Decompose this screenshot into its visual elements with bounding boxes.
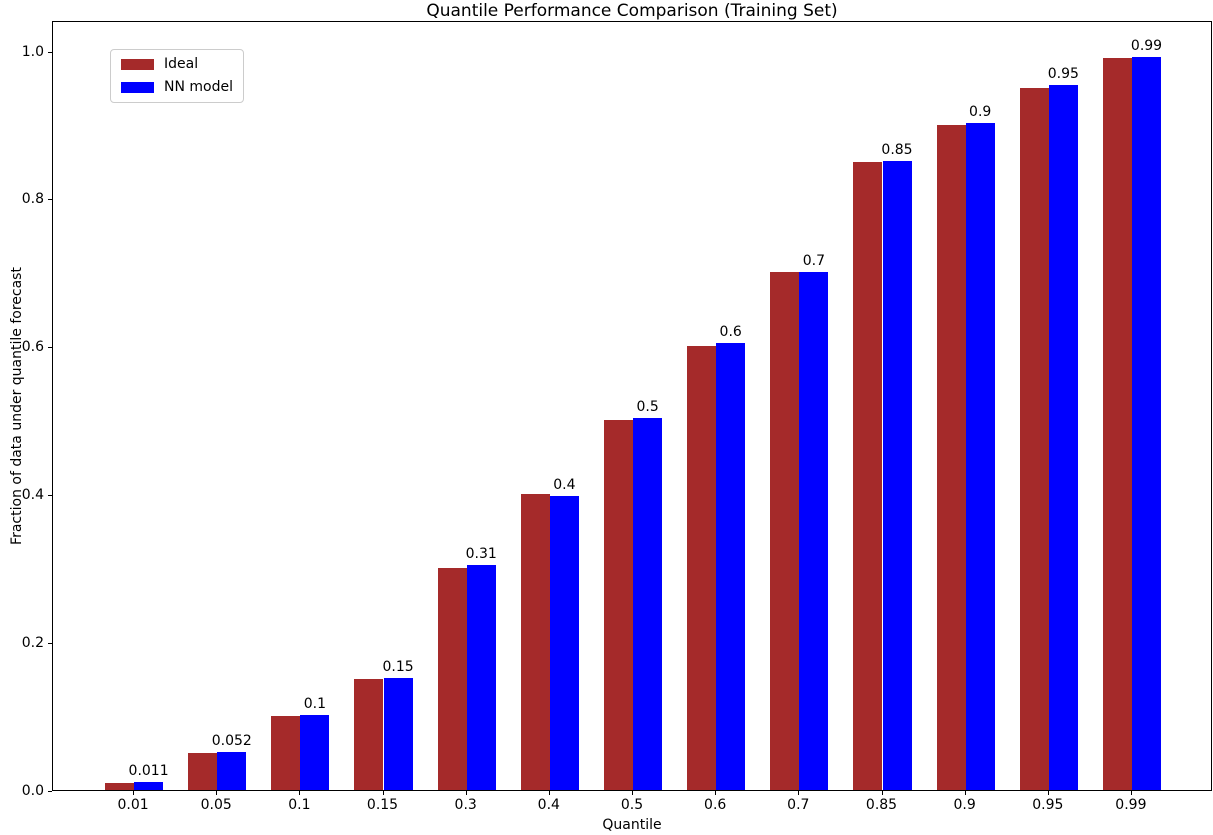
x-tick-mark: [216, 791, 218, 795]
x-tick-mark: [964, 791, 966, 795]
ideal-bar: [687, 346, 717, 790]
x-tick-label: 0.99: [1115, 797, 1147, 813]
x-tick-mark: [881, 791, 883, 795]
ideal-swatch-icon: [121, 59, 154, 70]
nn-model-bar: [1131, 56, 1161, 790]
bar-value-label: 0.4: [553, 476, 576, 493]
y-tick-mark: [48, 51, 52, 53]
x-tick-label: 0.4: [537, 797, 560, 813]
ideal-bar: [603, 420, 633, 790]
y-tick-mark: [48, 347, 52, 349]
y-axis-label: Fraction of data under quantile forecast: [9, 267, 25, 545]
bar-value-label: 0.15: [382, 658, 414, 675]
bar-value-label: 0.95: [1047, 66, 1079, 83]
ideal-bar: [437, 568, 467, 790]
y-tick-label: 0.0: [21, 783, 44, 799]
x-tick-mark: [798, 791, 800, 795]
nn-model-bar: [300, 714, 330, 790]
nn-model-swatch-icon: [121, 82, 154, 93]
ideal-bar: [188, 753, 218, 790]
y-tick-label: 1.0: [21, 43, 44, 60]
y-tick-label: 0.4: [21, 487, 44, 504]
bar-value-label: 0.1: [303, 695, 327, 712]
y-tick-mark: [48, 495, 52, 497]
y-tick-mark: [48, 199, 52, 201]
bar-value-label: 0.85: [881, 141, 913, 158]
x-tick-mark: [465, 791, 467, 795]
nn-model-bar: [134, 781, 164, 790]
legend-label-nn-model: NN model: [164, 79, 233, 95]
bar-value-label: 0.31: [465, 545, 497, 562]
ideal-bar: [936, 124, 966, 790]
plot-area: Ideal NN model 0.011 0.052 0.1 0.15 0.31 0.4 0…: [52, 21, 1212, 791]
nn-model-bar: [383, 677, 413, 790]
nn-model-bar: [882, 160, 912, 790]
x-tick-mark: [1047, 791, 1049, 795]
x-tick-label: 0.9: [953, 797, 976, 813]
nn-model-bar: [965, 123, 995, 790]
x-tick-label: 0.5: [620, 797, 644, 813]
ideal-bar: [105, 782, 135, 790]
bar-value-label: 0.99: [1130, 37, 1163, 54]
x-tick-label: 0.01: [117, 797, 149, 813]
x-tick-mark: [1130, 791, 1132, 795]
x-tick-label: 0.85: [865, 797, 898, 813]
x-tick-mark: [548, 791, 550, 795]
x-tick-mark: [632, 791, 633, 795]
bar-value-label: 0.9: [969, 104, 992, 120]
bar-value-label: 0.7: [802, 253, 826, 270]
ideal-bar: [1019, 87, 1049, 790]
legend-item-nn-model: NN model: [121, 80, 233, 95]
x-axis-label: Quantile: [602, 817, 662, 833]
legend-label-ideal: Ideal: [164, 56, 199, 72]
y-tick-label: 0.8: [21, 191, 44, 208]
ideal-bar: [853, 161, 883, 790]
legend: Ideal NN model: [110, 49, 244, 103]
x-tick-label: 0.6: [704, 797, 727, 813]
chart-title: Quantile Performance Comparison (Trainin…: [426, 1, 838, 21]
nn-model-bar: [217, 751, 247, 790]
x-tick-label: 0.95: [1032, 797, 1064, 813]
nn-model-bar: [633, 418, 663, 790]
nn-model-bar: [799, 272, 829, 790]
x-tick-label: 0.15: [366, 797, 399, 813]
ideal-bar: [271, 716, 301, 790]
bar-value-label: 0.052: [211, 732, 252, 749]
y-tick-label: 0.2: [21, 635, 44, 652]
legend-item-ideal: Ideal: [121, 57, 233, 72]
nn-model-bar: [466, 564, 496, 790]
nn-model-bar: [716, 343, 746, 790]
x-tick-label: 0.1: [288, 797, 311, 813]
ideal-bar: [354, 679, 384, 790]
x-tick-label: 0.05: [200, 797, 232, 813]
x-tick-mark: [715, 791, 717, 795]
y-tick-mark: [48, 643, 52, 645]
ideal-bar: [770, 272, 800, 790]
nn-model-bar: [1048, 85, 1078, 790]
x-tick-label: 0.3: [454, 797, 477, 813]
y-tick-mark: [48, 791, 52, 792]
bar-value-label: 0.5: [636, 399, 659, 416]
bar-value-label: 0.011: [128, 762, 169, 779]
x-tick-mark: [382, 791, 384, 795]
nn-model-bar: [549, 495, 579, 790]
x-tick-mark: [133, 791, 135, 795]
bar-value-label: 0.6: [719, 324, 742, 341]
x-tick-label: 0.7: [787, 797, 810, 813]
x-tick-mark: [299, 791, 301, 795]
ideal-bar: [1102, 57, 1132, 790]
ideal-bar: [520, 494, 550, 790]
y-tick-label: 0.6: [21, 339, 44, 356]
